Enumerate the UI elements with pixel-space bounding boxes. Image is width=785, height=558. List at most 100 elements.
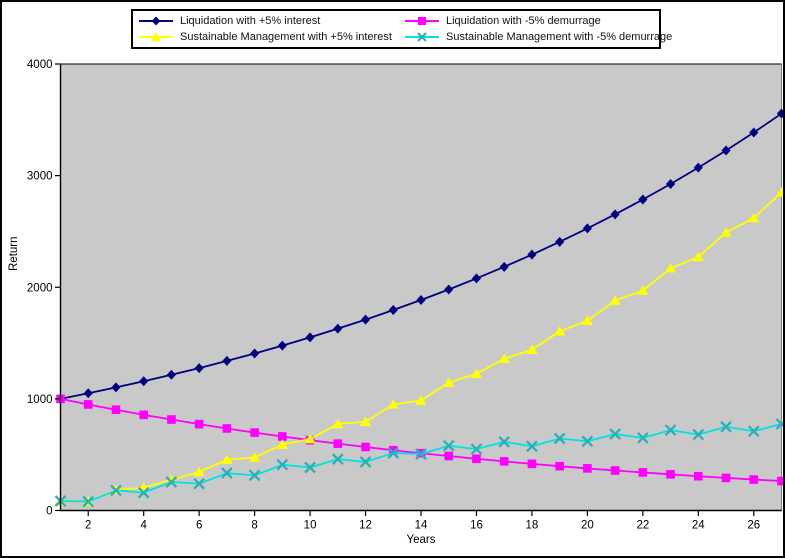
data-point-marker xyxy=(775,418,783,430)
data-point-marker xyxy=(664,424,677,436)
data-point-marker xyxy=(581,435,594,448)
chart-legend: Liquidation with +5% interest Liquidation… xyxy=(131,9,672,49)
data-point-marker xyxy=(692,428,705,441)
y-tick-label: 3000 xyxy=(27,171,53,183)
data-point-marker xyxy=(721,145,731,156)
data-point-marker xyxy=(359,416,372,426)
data-point-marker xyxy=(638,194,648,205)
data-point-marker xyxy=(222,355,232,366)
legend-item: Sustainable Management with +5% interest xyxy=(139,29,405,45)
data-point-marker xyxy=(415,448,427,460)
data-point-marker xyxy=(194,419,204,429)
data-point-marker xyxy=(610,466,620,475)
data-point-marker xyxy=(498,436,511,448)
data-point-marker xyxy=(360,314,371,325)
legend-label: Liquidation with +5% interest xyxy=(180,15,321,27)
data-point-marker xyxy=(581,315,593,325)
data-point-marker xyxy=(527,249,537,260)
data-point-marker xyxy=(110,484,122,497)
data-point-marker xyxy=(555,461,564,471)
legend-label: Sustainable Management with +5% interest xyxy=(180,31,392,43)
data-point-marker xyxy=(609,428,621,440)
data-point-marker xyxy=(693,162,703,173)
data-point-marker xyxy=(83,388,93,399)
data-point-marker xyxy=(665,178,676,189)
data-point-marker xyxy=(610,209,620,220)
square-icon xyxy=(418,17,426,25)
diamond-legend-glyph xyxy=(139,16,173,26)
x-tick-label: 26 xyxy=(747,520,760,532)
data-point-marker xyxy=(664,263,677,273)
square-legend-glyph xyxy=(405,17,439,25)
x-tick-label: 4 xyxy=(140,520,147,532)
legend-item: Liquidation with -5% demurrage xyxy=(405,13,672,29)
data-point-marker xyxy=(388,305,398,316)
data-point-marker xyxy=(526,440,538,453)
data-point-marker xyxy=(139,410,148,420)
x-tick-label: 20 xyxy=(581,520,594,532)
data-point-marker xyxy=(499,457,509,466)
data-point-marker xyxy=(415,395,427,405)
data-point-marker xyxy=(692,251,704,262)
data-point-marker xyxy=(111,405,121,415)
data-point-marker xyxy=(471,273,482,284)
data-point-marker xyxy=(749,127,759,138)
data-point-marker xyxy=(638,468,648,477)
data-point-marker xyxy=(249,452,261,462)
x-tick-label: 10 xyxy=(304,520,317,532)
x-tick-label: 12 xyxy=(359,520,372,532)
data-point-marker xyxy=(470,368,483,378)
y-tick-label: 0 xyxy=(46,506,52,518)
data-point-marker xyxy=(222,424,232,433)
data-point-marker xyxy=(472,454,481,464)
x-tick-label: 2 xyxy=(85,520,91,532)
data-point-marker xyxy=(498,353,510,363)
data-point-marker xyxy=(278,432,287,441)
data-point-marker xyxy=(470,443,483,455)
x-tick-label: 24 xyxy=(692,520,705,532)
data-point-marker xyxy=(527,459,537,469)
x-tick-label: 14 xyxy=(415,520,428,532)
data-point-marker xyxy=(361,442,370,452)
data-point-marker xyxy=(221,467,233,479)
data-point-marker xyxy=(499,261,509,272)
data-point-marker xyxy=(332,418,344,429)
data-point-marker xyxy=(276,458,289,471)
data-point-marker xyxy=(167,415,176,424)
legend-label: Sustainable Management with -5% demurrag… xyxy=(446,31,673,43)
data-point-marker xyxy=(721,473,731,483)
data-point-marker xyxy=(137,486,150,499)
data-point-marker xyxy=(359,456,372,468)
data-point-marker xyxy=(416,294,426,305)
x-tick-label: 22 xyxy=(636,520,649,532)
data-point-marker xyxy=(82,495,95,508)
data-point-marker xyxy=(331,453,344,465)
plot-area xyxy=(60,63,782,511)
triangle-legend-glyph xyxy=(139,32,173,41)
data-point-marker xyxy=(139,376,149,387)
data-point-marker xyxy=(553,432,566,445)
data-point-marker xyxy=(749,475,759,484)
data-point-marker xyxy=(333,439,343,448)
x-tick-label: 16 xyxy=(470,520,483,532)
data-point-marker xyxy=(637,285,649,295)
data-point-marker xyxy=(555,236,565,247)
data-point-marker xyxy=(444,284,454,295)
x-legend-glyph xyxy=(405,32,439,42)
data-point-marker xyxy=(442,439,455,452)
data-point-marker xyxy=(250,428,259,437)
data-point-marker xyxy=(111,382,121,393)
data-point-marker xyxy=(776,108,783,119)
data-point-marker xyxy=(582,223,592,234)
data-point-marker xyxy=(443,377,455,387)
data-point-marker xyxy=(554,326,566,336)
data-point-marker xyxy=(277,340,287,351)
data-point-marker xyxy=(166,369,177,380)
legend-item: Sustainable Management with -5% demurrag… xyxy=(405,29,672,45)
data-point-marker xyxy=(165,476,178,488)
data-point-marker xyxy=(193,466,205,477)
x-icon xyxy=(417,32,427,42)
data-point-marker xyxy=(304,461,316,474)
data-point-marker xyxy=(333,323,343,334)
